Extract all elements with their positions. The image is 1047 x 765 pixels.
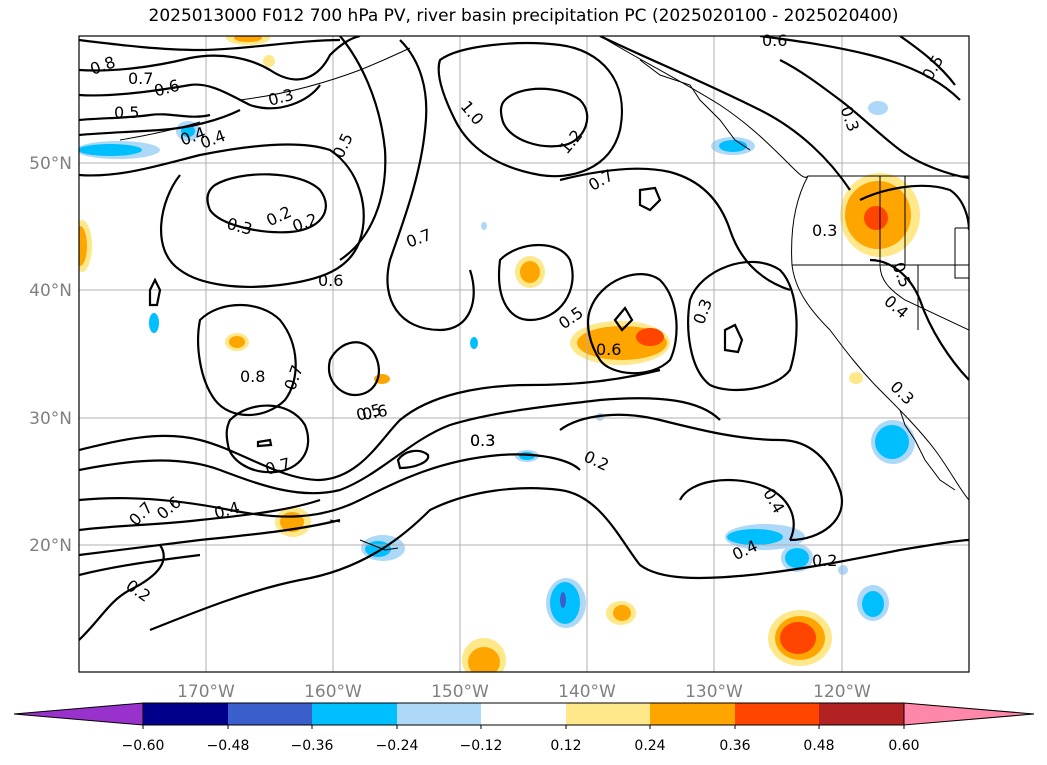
- lat-label-40n: 40°N: [29, 281, 72, 301]
- colorbar-tick-label: −0.24: [376, 738, 419, 754]
- colorbar: −0.60 −0.48 −0.36 −0.24 −0.12 0.12 0.24 …: [13, 702, 1035, 754]
- positive-anomaly-patches: [79, 36, 920, 672]
- colorbar-segment: [566, 703, 650, 725]
- contour-label: 0.3: [470, 431, 495, 450]
- lat-label-20n: 20°N: [29, 536, 72, 556]
- colorbar-segment: [397, 703, 481, 725]
- lon-label-140w: 140°W: [558, 682, 616, 702]
- colorbar-tick-label: −0.60: [122, 738, 165, 754]
- contour-label: 0.6: [318, 271, 343, 290]
- contour-label: 0.2: [812, 551, 837, 570]
- pv-contours: [79, 36, 969, 641]
- colorbar-segment: [143, 703, 228, 725]
- contour-label: 0.3: [812, 221, 837, 240]
- colorbar-tick-label: 0.36: [719, 738, 750, 754]
- map-title: 2025013000 F012 700 hPa PV, river basin …: [148, 6, 899, 26]
- lat-label-30n: 30°N: [29, 409, 72, 429]
- colorbar-segment: [819, 703, 904, 725]
- colorbar-segment: [312, 703, 397, 725]
- lon-label-150w: 150°W: [431, 682, 489, 702]
- colorbar-segment: [650, 703, 735, 725]
- coastlines: [119, 36, 969, 551]
- colorbar-tick-label: 0.48: [803, 738, 834, 754]
- contour-label: 0.7: [128, 69, 153, 88]
- lon-label-170w: 170°W: [177, 682, 235, 702]
- colorbar-segment: [228, 703, 312, 725]
- contour-label: 0.6: [596, 340, 621, 359]
- lon-label-120w: 120°W: [813, 682, 871, 702]
- colorbar-segment: [481, 703, 566, 725]
- contour-label: 0.6: [361, 401, 389, 424]
- contour-label: 0.6: [762, 31, 787, 50]
- colorbar-segment: [735, 703, 819, 725]
- colorbar-extend-high: [903, 702, 1035, 726]
- precipitation-shading: [79, 36, 920, 672]
- contour-label: 0.8: [240, 367, 265, 386]
- longitude-labels: 170°W 160°W 150°W 140°W 130°W 120°W: [177, 682, 871, 702]
- colorbar-extend-low: [13, 702, 144, 726]
- map-frame: [78, 35, 970, 673]
- lon-label-160w: 160°W: [304, 682, 362, 702]
- colorbar-tick-label: 0.12: [550, 738, 581, 754]
- colorbar-tick-label: 0.60: [888, 738, 919, 754]
- lon-label-130w: 130°W: [685, 682, 743, 702]
- contour-label: 0.3: [470, 431, 495, 450]
- colorbar-tick-label: −0.48: [207, 738, 250, 754]
- colorbar-tick-label: −0.36: [291, 738, 334, 754]
- colorbar-tick-label: −0.12: [460, 738, 503, 754]
- latitude-labels: 50°N 40°N 30°N 20°N: [29, 154, 72, 556]
- lat-label-50n: 50°N: [29, 154, 72, 174]
- colorbar-tick-label: 0.24: [634, 738, 665, 754]
- contour-label: 0.5: [114, 103, 139, 122]
- gridlines: [79, 36, 969, 672]
